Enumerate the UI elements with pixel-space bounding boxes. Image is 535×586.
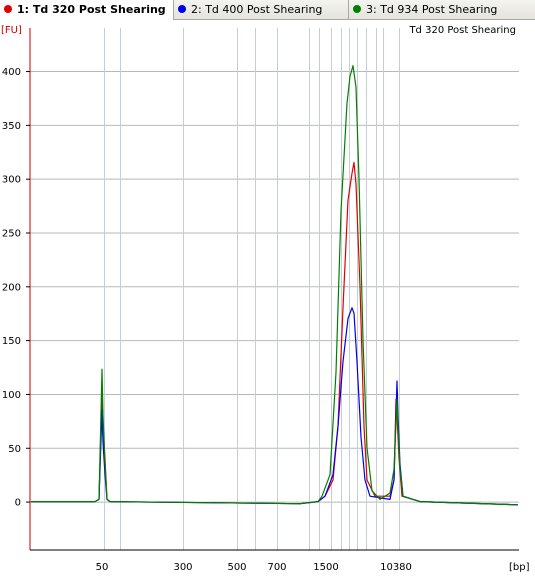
x-tick-label: 300 [173,562,192,573]
x-tick-labels: 50 300 500 700 1500 10380 [96,562,412,573]
x-tick-label: 10380 [380,562,412,573]
y-axis-unit-label: [FU] [1,25,22,36]
x-tick-label: 500 [227,562,246,573]
sample-tab-bar: 1: Td 320 Post Shearing 2: Td 400 Post S… [0,0,535,20]
red-dot-icon [4,5,12,13]
y-tick-labels: 0 50 100 150 200 250 300 350 400 [2,67,30,509]
chart-title: Td 320 Post Shearing [408,25,516,36]
y-tick-label: 150 [2,336,21,347]
electropherogram-chart: [FU] Td 320 Post Shearing [bp] 0 50 100 150… [1,25,530,573]
x-tick-label: 700 [267,562,286,573]
tab-sample-2[interactable]: 2: Td 400 Post Shearing [174,0,349,20]
blue-dot-icon [178,5,186,13]
series-line-td-934-post-shearing [31,65,519,506]
tab-label: 3: Td 934 Post Shearing [366,3,498,16]
y-tick-label: 50 [8,444,21,455]
grid-lines [30,28,519,550]
y-tick-label: 200 [2,282,21,293]
series-traces [31,65,519,506]
x-axis-unit-label: [bp] [509,562,530,573]
series-line-td-400-post-shearing [31,307,519,506]
green-dot-icon [353,5,361,13]
y-tick-label: 300 [2,175,21,186]
y-tick-label: 400 [2,67,21,78]
y-tick-label: 350 [2,121,21,132]
tab-sample-3[interactable]: 3: Td 934 Post Shearing [349,0,535,20]
x-tick-label: 1500 [313,562,338,573]
y-tick-label: 0 [15,498,21,509]
tab-label: 2: Td 400 Post Shearing [191,3,323,16]
tab-sample-1[interactable]: 1: Td 320 Post Shearing [0,0,174,20]
tab-label: 1: Td 320 Post Shearing [17,3,166,16]
x-tick-label: 50 [96,562,109,573]
y-tick-label: 250 [2,228,21,239]
y-tick-label: 100 [2,390,21,401]
